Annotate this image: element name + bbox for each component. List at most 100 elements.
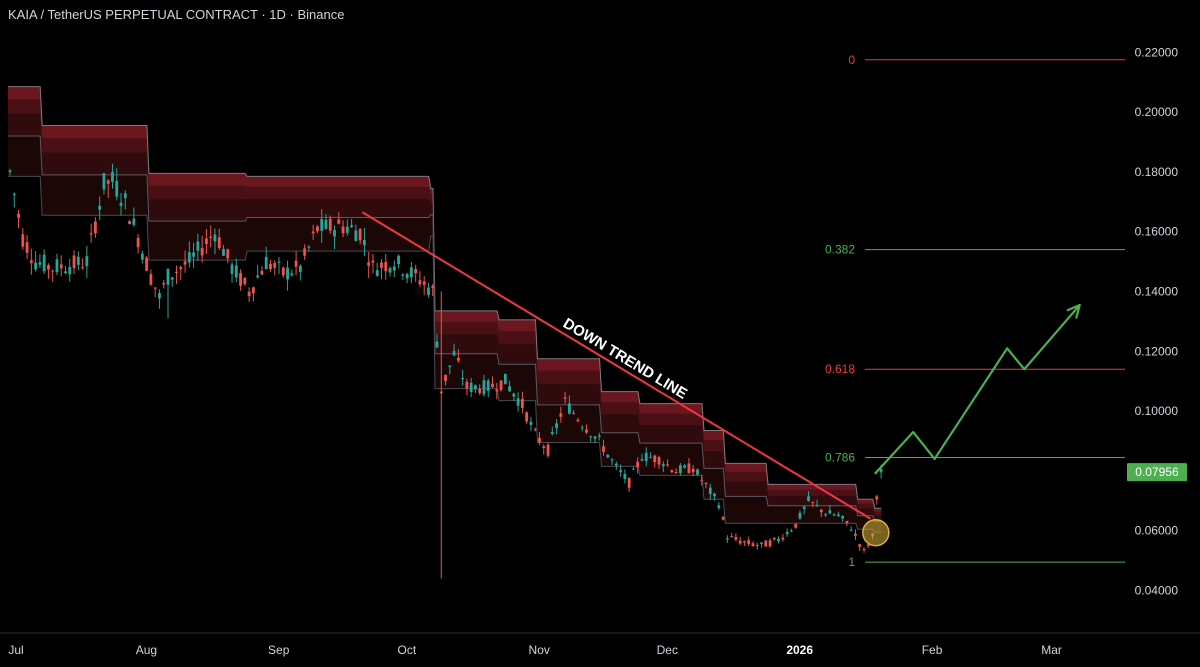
candle-body bbox=[704, 482, 708, 484]
price-tick-label: 0.10000 bbox=[1135, 404, 1179, 418]
candle-body bbox=[243, 277, 247, 285]
candle-body bbox=[687, 463, 691, 474]
time-tick-label: 2026 bbox=[786, 643, 813, 657]
candle-body bbox=[187, 252, 191, 263]
candle-body bbox=[580, 427, 584, 429]
candle-body bbox=[401, 274, 405, 276]
candle-body bbox=[836, 514, 840, 516]
candle-body bbox=[166, 269, 170, 285]
candle-body bbox=[845, 520, 849, 523]
candle-body bbox=[213, 234, 217, 242]
candle-body bbox=[661, 464, 665, 467]
candle-body bbox=[717, 505, 721, 509]
candle-body bbox=[307, 246, 311, 248]
candle-body bbox=[405, 273, 409, 279]
chart-title[interactable]: KAIA / TetherUS PERPETUAL CONTRACT · 1D … bbox=[8, 7, 345, 22]
candle-body bbox=[153, 287, 157, 289]
candle-body bbox=[102, 173, 106, 190]
candle-body bbox=[678, 465, 682, 474]
candle-body bbox=[175, 271, 178, 273]
candle-body bbox=[170, 277, 174, 280]
candle-body bbox=[89, 233, 93, 235]
candle-body bbox=[619, 470, 623, 473]
candle-body bbox=[217, 237, 221, 248]
candle-body bbox=[529, 421, 533, 425]
candle-body bbox=[546, 444, 550, 456]
candle-body bbox=[269, 263, 272, 270]
candle-body bbox=[644, 452, 648, 462]
candle-body bbox=[264, 256, 268, 270]
fib-label-1: 1 bbox=[848, 555, 855, 569]
price-tick-label: 0.12000 bbox=[1135, 344, 1179, 358]
candle-body bbox=[111, 172, 114, 182]
candle-body bbox=[354, 230, 358, 241]
cloud-band-fill-3 bbox=[8, 86, 882, 512]
candle-body bbox=[521, 398, 524, 408]
candle-body bbox=[768, 540, 772, 547]
candle-body bbox=[572, 413, 576, 415]
candle-body bbox=[802, 506, 806, 509]
price-tick-label: 0.06000 bbox=[1135, 524, 1179, 538]
candle-body bbox=[435, 341, 439, 348]
candle-body bbox=[397, 255, 400, 265]
candle-body bbox=[760, 542, 763, 544]
candle-body bbox=[725, 538, 729, 540]
candle-body bbox=[418, 280, 422, 285]
candle-body bbox=[439, 391, 443, 394]
candle-body bbox=[239, 273, 242, 286]
time-tick-label: Oct bbox=[398, 643, 417, 657]
candle-body bbox=[862, 548, 866, 550]
candle-body bbox=[94, 221, 97, 234]
candle-body bbox=[606, 454, 610, 458]
candle-body bbox=[828, 510, 832, 514]
time-axis[interactable]: Jul Aug Sep Oct Nov Dec 2026 Feb Mar bbox=[0, 632, 1200, 657]
price-axis[interactable]: 0.22000 0.20000 0.18000 0.16000 0.14000 0.120… bbox=[1127, 45, 1187, 598]
candle-body bbox=[807, 496, 810, 502]
candle-body bbox=[298, 265, 302, 273]
candle-body bbox=[260, 270, 264, 275]
candle-body bbox=[747, 540, 751, 545]
candle-body bbox=[525, 412, 529, 422]
fib-label-0-382: 0.382 bbox=[825, 243, 855, 257]
candle-body bbox=[478, 388, 482, 394]
candle-body bbox=[29, 260, 33, 263]
candle-body bbox=[68, 266, 72, 275]
candle-body bbox=[875, 496, 879, 500]
candle-body bbox=[691, 468, 695, 473]
candle-body bbox=[542, 446, 546, 448]
cloud-band-edge-2 bbox=[8, 175, 882, 533]
candle-body bbox=[640, 459, 644, 461]
candle-body bbox=[491, 383, 494, 388]
candle-body bbox=[465, 381, 469, 389]
candle-body bbox=[8, 170, 12, 173]
candle-body bbox=[456, 358, 460, 361]
time-tick-label: Jul bbox=[8, 643, 23, 657]
candle-body bbox=[559, 413, 563, 417]
candle-body bbox=[12, 193, 16, 196]
candle-body bbox=[708, 487, 712, 495]
candle-body bbox=[482, 380, 486, 395]
candle-body bbox=[602, 446, 605, 452]
candle-body bbox=[132, 218, 136, 225]
candle-body bbox=[375, 270, 379, 276]
candle-body bbox=[824, 514, 827, 516]
candle-body bbox=[627, 477, 631, 488]
candle-body bbox=[17, 213, 20, 218]
candle-body bbox=[448, 365, 452, 368]
candle-body bbox=[713, 493, 716, 497]
candle-body bbox=[499, 380, 503, 390]
candle-body bbox=[273, 262, 277, 268]
candle-body bbox=[649, 457, 652, 459]
candle-body bbox=[358, 229, 362, 241]
candle-body bbox=[409, 267, 413, 278]
candle-body bbox=[59, 264, 63, 269]
candle-body bbox=[636, 461, 640, 468]
candle-body bbox=[277, 261, 281, 263]
candle-body bbox=[98, 205, 102, 210]
candle-body bbox=[474, 385, 477, 390]
candle-body bbox=[367, 262, 371, 266]
candle-body bbox=[700, 479, 704, 481]
candle-body bbox=[653, 455, 657, 463]
candle-body bbox=[777, 538, 780, 542]
